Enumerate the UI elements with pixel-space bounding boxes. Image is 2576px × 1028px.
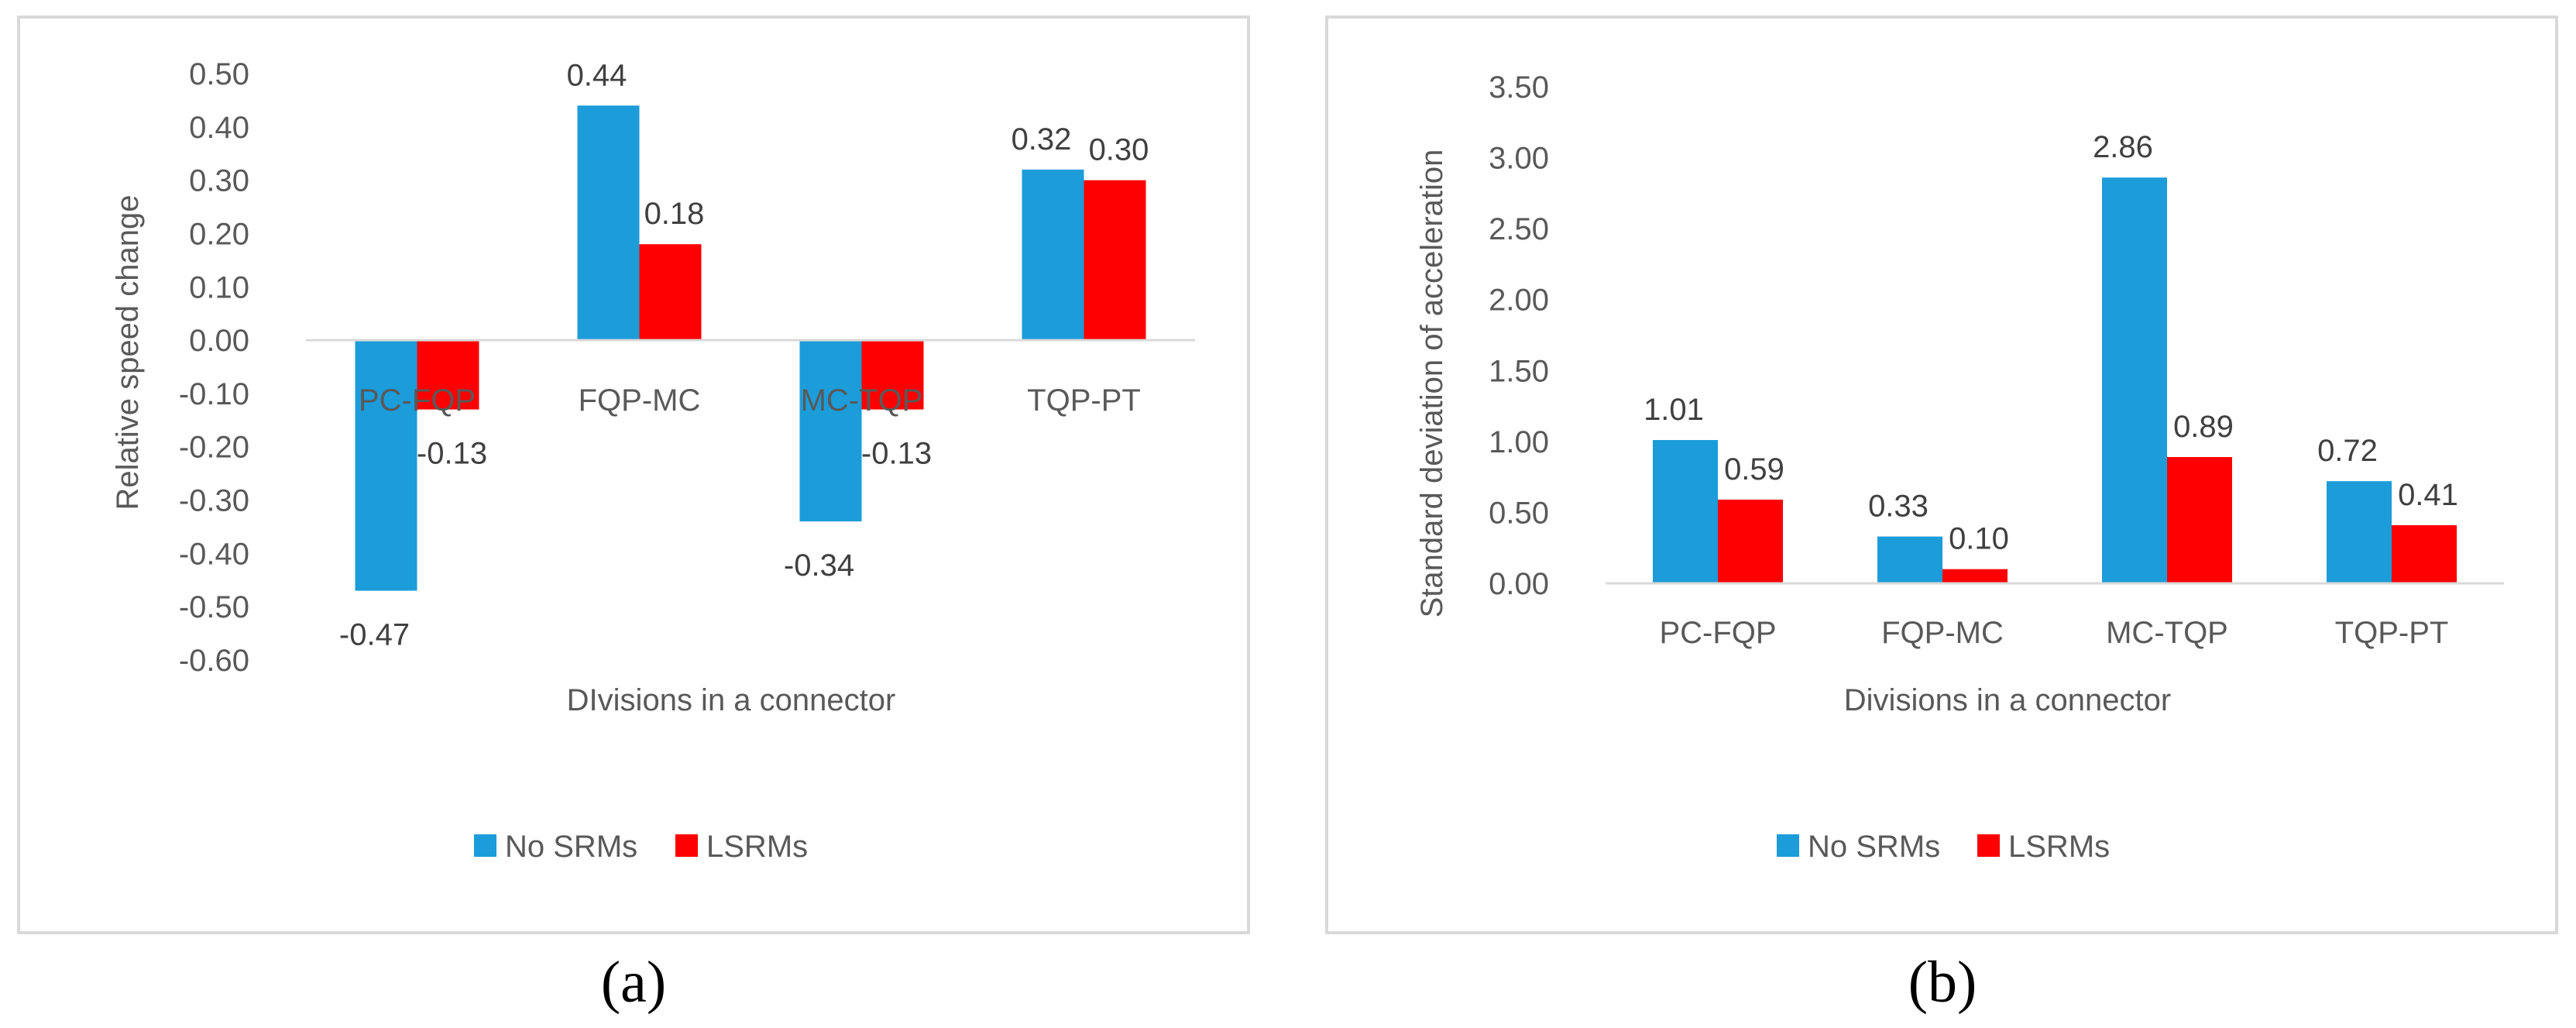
y-tick-label-a: 0.20 bbox=[189, 217, 249, 251]
category-label-b: PC-FQP bbox=[1659, 616, 1776, 650]
category-label-b: FQP-MC bbox=[1881, 616, 2004, 650]
category-label-a: TQP-PT bbox=[1027, 383, 1141, 418]
bar-lsrms-b bbox=[2167, 457, 2232, 583]
bar-lsrms-b bbox=[2392, 524, 2457, 583]
bar-no-srms-a bbox=[799, 340, 862, 522]
legend-label-lsrms-b: LSRMs bbox=[2008, 830, 2110, 864]
legend-swatch-lsrms-a bbox=[675, 834, 698, 857]
y-tick-label-b: 2.50 bbox=[1489, 212, 1549, 246]
y-axis-ticks-a: 0.50 0.40 0.30 0.20 0.10 0.00 -0.10 -0.20 -0.30 -… bbox=[179, 57, 249, 678]
data-label-lsrms-a: 0.18 bbox=[644, 197, 705, 231]
panel-caption-a: (a) bbox=[601, 950, 666, 1015]
bar-lsrms-a bbox=[639, 244, 702, 341]
bar-lsrms-b bbox=[1718, 499, 1783, 583]
legend-swatch-no-srms-a bbox=[474, 834, 496, 857]
y-axis-ticks-b: 3.50 3.00 2.50 2.00 1.50 1.00 0.50 0.00 bbox=[1489, 70, 1549, 601]
category-label-a: PC-FQP bbox=[359, 383, 476, 418]
y-tick-label-b: 1.00 bbox=[1489, 425, 1549, 459]
legend-label-lsrms-a: LSRMs bbox=[706, 830, 808, 864]
data-label-lsrms-a: -0.13 bbox=[417, 437, 487, 471]
category-labels-b: PC-FQP FQP-MC MC-TQP TQP-PT bbox=[1659, 616, 2448, 650]
bars-a bbox=[355, 105, 1146, 591]
legend-label-no-srms-b: No SRMs bbox=[1808, 830, 1940, 864]
category-label-b: TQP-PT bbox=[2335, 616, 2449, 650]
data-labels-a: -0.47 -0.13 0.44 0.18 -0.34 -0.13 0.32 0.30 bbox=[339, 58, 1149, 652]
category-labels-a: PC-FQP FQP-MC MC-TQP TQP-PT bbox=[359, 383, 1141, 418]
y-tick-label-a: 0.10 bbox=[189, 270, 249, 304]
bar-no-srms-a bbox=[355, 340, 417, 591]
panel-caption-b: (b) bbox=[1908, 950, 1977, 1015]
data-label-no-srms-a: 0.32 bbox=[1012, 122, 1072, 156]
bar-no-srms-b bbox=[2327, 481, 2392, 583]
chart-frame-b bbox=[1325, 15, 2558, 934]
y-tick-label-a: -0.20 bbox=[179, 431, 249, 465]
legend-a: No SRMs LSRMs bbox=[474, 830, 808, 864]
y-axis-title-a: Relative speed change bbox=[111, 195, 145, 511]
data-label-no-srms-b: 0.33 bbox=[1868, 490, 1929, 524]
y-tick-label-b: 0.50 bbox=[1489, 496, 1549, 530]
y-tick-label-a: 0.00 bbox=[189, 324, 249, 358]
category-label-b: MC-TQP bbox=[2106, 616, 2228, 650]
y-tick-label-a: -0.60 bbox=[179, 644, 249, 678]
bars-b bbox=[1653, 177, 2457, 583]
y-tick-label-a: 0.30 bbox=[189, 164, 249, 198]
chart-panel-b: 3.50 3.00 2.50 2.00 1.50 1.00 0.50 0.00 PC-FQP F… bbox=[1325, 15, 2558, 1015]
y-tick-label-a: 0.50 bbox=[189, 57, 249, 91]
data-label-no-srms-a: -0.47 bbox=[339, 618, 410, 652]
legend-label-no-srms-a: No SRMs bbox=[505, 830, 637, 864]
y-tick-label-a: 0.40 bbox=[189, 111, 249, 145]
chart-panel-a: 0.50 0.40 0.30 0.20 0.10 0.00 -0.10 -0.20 -0.30 -… bbox=[17, 15, 1250, 1015]
y-tick-label-b: 1.50 bbox=[1489, 354, 1549, 388]
y-axis-title-b: Standard deviation of acceleration bbox=[1415, 150, 1449, 618]
y-tick-label-b: 2.00 bbox=[1489, 284, 1549, 318]
data-label-no-srms-b: 1.01 bbox=[1643, 393, 1704, 427]
data-label-no-srms-b: 2.86 bbox=[2093, 130, 2153, 164]
legend-swatch-no-srms-b bbox=[1777, 834, 1799, 857]
category-label-a: MC-TQP bbox=[801, 383, 923, 418]
data-label-lsrms-a: -0.13 bbox=[861, 437, 932, 471]
data-label-lsrms-a: 0.30 bbox=[1089, 133, 1149, 167]
y-tick-label-a: -0.10 bbox=[179, 377, 249, 411]
y-tick-label-a: -0.50 bbox=[179, 590, 249, 624]
data-label-no-srms-a: -0.34 bbox=[784, 548, 854, 583]
data-label-lsrms-b: 0.59 bbox=[1724, 452, 1784, 486]
bar-no-srms-b bbox=[2102, 177, 2167, 583]
bar-no-srms-a bbox=[577, 105, 640, 341]
y-tick-label-b: 0.00 bbox=[1489, 567, 1549, 601]
bar-no-srms-a bbox=[1022, 169, 1084, 341]
bar-lsrms-a bbox=[861, 340, 924, 410]
y-tick-label-b: 3.00 bbox=[1489, 142, 1549, 176]
y-tick-label-a: -0.40 bbox=[179, 537, 249, 571]
data-labels-b: 1.01 0.59 0.33 0.10 2.86 0.89 0.72 0.41 bbox=[1643, 130, 2458, 555]
data-label-no-srms-b: 0.72 bbox=[2317, 434, 2378, 468]
x-axis-title-b: Divisions in a connector bbox=[1844, 683, 2171, 717]
legend-swatch-lsrms-b bbox=[1977, 834, 2000, 857]
data-label-no-srms-a: 0.44 bbox=[567, 58, 627, 92]
bar-no-srms-b bbox=[1877, 536, 1942, 583]
y-tick-label-b: 3.50 bbox=[1489, 70, 1549, 105]
category-label-a: FQP-MC bbox=[579, 383, 701, 418]
bar-no-srms-b bbox=[1653, 440, 1718, 583]
legend-b: No SRMs LSRMs bbox=[1777, 830, 2110, 864]
x-axis-title-a: DIvisions in a connector bbox=[567, 683, 896, 717]
bar-lsrms-a bbox=[417, 340, 479, 410]
bar-lsrms-b bbox=[1942, 569, 2008, 583]
y-tick-label-a: -0.30 bbox=[179, 484, 249, 518]
data-label-lsrms-b: 0.41 bbox=[2398, 478, 2458, 512]
data-label-lsrms-b: 0.10 bbox=[1949, 522, 2009, 556]
data-label-lsrms-b: 0.89 bbox=[2173, 410, 2234, 444]
bar-lsrms-a bbox=[1084, 180, 1146, 341]
